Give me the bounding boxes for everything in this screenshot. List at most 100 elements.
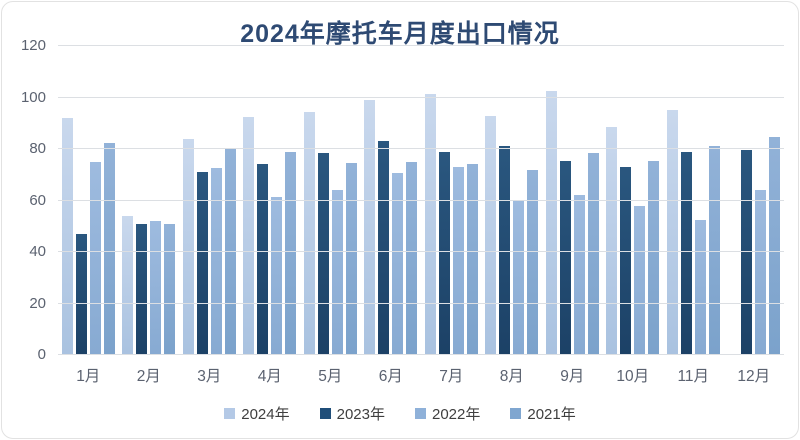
- bar-2021年-4月: [285, 151, 297, 355]
- gridline-120: [58, 45, 784, 46]
- x-tick-label-12月: 12月: [737, 368, 771, 385]
- bar-2024年-7月: [424, 93, 436, 355]
- bar-group-2月: [119, 46, 180, 355]
- bar-group-1月: [58, 46, 119, 355]
- bar-2022年-9月: [573, 195, 585, 355]
- legend-swatch-icon: [224, 408, 236, 419]
- y-tick-label-0: 0: [37, 346, 46, 363]
- bar-2024年-11月: [666, 110, 678, 355]
- bar-group-8月: [482, 46, 543, 355]
- gridline-80: [58, 148, 784, 149]
- x-tick-label-11月: 11月: [677, 368, 710, 385]
- bar-2021年-8月: [527, 169, 539, 355]
- legend: 2024年 2023年 2022年 2021年: [2, 403, 798, 424]
- bar-2022年-5月: [331, 190, 343, 355]
- x-tick-label-6月: 6月: [378, 368, 403, 385]
- bar-2022年-8月: [513, 200, 525, 355]
- x-tick-label-3月: 3月: [197, 368, 222, 385]
- y-tick-label-40: 40: [29, 243, 46, 260]
- gridline-60: [58, 199, 784, 201]
- bar-group-5月: [300, 46, 361, 355]
- gridline-20: [58, 302, 784, 304]
- x-tick-label-9月: 9月: [560, 368, 585, 385]
- x-tick-label-8月: 8月: [499, 368, 524, 385]
- bar-2023年-7月: [438, 151, 450, 355]
- legend-swatch-icon: [319, 408, 331, 419]
- legend-label: 2023年: [336, 406, 385, 423]
- bar-2022年-2月: [150, 221, 162, 355]
- bar-group-3月: [179, 46, 240, 355]
- x-tick-label-10月: 10月: [616, 368, 650, 385]
- bar-group-4月: [240, 46, 301, 355]
- bar-2023年-8月: [499, 146, 511, 355]
- bar-group-12月: [724, 46, 785, 355]
- bar-2024年-9月: [545, 91, 557, 355]
- x-tick-label-5月: 5月: [318, 368, 343, 385]
- legend-item-2024年: 2024年: [224, 403, 290, 424]
- bar-2024年-4月: [243, 116, 255, 355]
- bar-2023年-10月: [620, 167, 632, 355]
- bar-2024年-8月: [485, 115, 497, 355]
- bar-group-11月: [663, 46, 724, 355]
- legend-item-2021年: 2021年: [510, 403, 576, 424]
- bar-group-10月: [603, 46, 664, 355]
- bar-2022年-10月: [634, 205, 646, 355]
- legend-label: 2024年: [241, 406, 290, 423]
- legend-item-2022年: 2022年: [415, 403, 480, 424]
- bar-group-7月: [421, 46, 482, 355]
- bar-2023年-12月: [741, 150, 753, 355]
- bar-2022年-6月: [392, 173, 404, 355]
- legend-swatch-icon: [510, 408, 522, 419]
- y-axis-labels: 0 20 40 60 80 100 120: [8, 37, 50, 363]
- bar-2021年-10月: [648, 160, 660, 355]
- bar-2021年-6月: [406, 161, 418, 355]
- bar-2023年-5月: [317, 152, 329, 355]
- bar-2021年-2月: [164, 223, 176, 355]
- bar-2021年-7月: [466, 164, 478, 355]
- bar-2021年-12月: [769, 137, 781, 355]
- bar-2022年-4月: [271, 196, 283, 355]
- gridline-0: [58, 354, 784, 355]
- bar-2023年-6月: [378, 141, 390, 355]
- bar-2021年-5月: [345, 163, 357, 355]
- bar-2024年-3月: [182, 138, 194, 355]
- bar-2023年-4月: [257, 164, 269, 355]
- bar-2024年-2月: [122, 215, 134, 355]
- x-tick-label-1月: 1月: [76, 368, 101, 385]
- bar-2023年-9月: [559, 160, 571, 355]
- legend-label: 2022年: [432, 406, 481, 423]
- bar-group-9月: [542, 46, 603, 355]
- x-axis-labels: 1月 2月 3月 4月 5月 6月 7月 8月 9月 10月 11月 12月: [58, 364, 784, 386]
- bar-group-6月: [361, 46, 422, 355]
- bar-2021年-1月: [103, 142, 115, 355]
- bar-2021年-11月: [708, 146, 720, 355]
- bar-2024年-5月: [303, 111, 315, 355]
- gridline-40: [58, 251, 784, 252]
- x-tick-label-4月: 4月: [257, 368, 282, 385]
- legend-item-2023年: 2023年: [319, 403, 385, 424]
- bar-2024年-10月: [606, 127, 618, 355]
- x-tick-label-2月: 2月: [136, 368, 161, 385]
- legend-swatch-icon: [415, 408, 426, 419]
- bar-2022年-1月: [89, 161, 101, 355]
- bar-2023年-3月: [196, 172, 208, 355]
- y-tick-label-20: 20: [29, 294, 46, 312]
- bar-groups: [58, 46, 784, 355]
- gridline-100: [58, 96, 784, 98]
- bar-2024年-1月: [61, 118, 73, 355]
- bar-2023年-11月: [680, 151, 692, 355]
- legend-label: 2021年: [527, 406, 576, 423]
- y-tick-label-80: 80: [29, 140, 46, 157]
- bar-2023年-1月: [75, 233, 87, 355]
- bar-2021年-9月: [587, 152, 599, 355]
- bar-2022年-11月: [694, 219, 706, 355]
- bar-2022年-12月: [755, 190, 767, 355]
- y-tick-label-60: 60: [29, 191, 46, 209]
- bar-2022年-3月: [210, 168, 222, 355]
- plot-area: [58, 45, 784, 355]
- chart-title: 2024年摩托车月度出口情况: [240, 20, 560, 48]
- y-tick-label-120: 120: [20, 37, 46, 54]
- y-tick-label-100: 100: [20, 88, 46, 106]
- bar-2023年-2月: [136, 223, 148, 355]
